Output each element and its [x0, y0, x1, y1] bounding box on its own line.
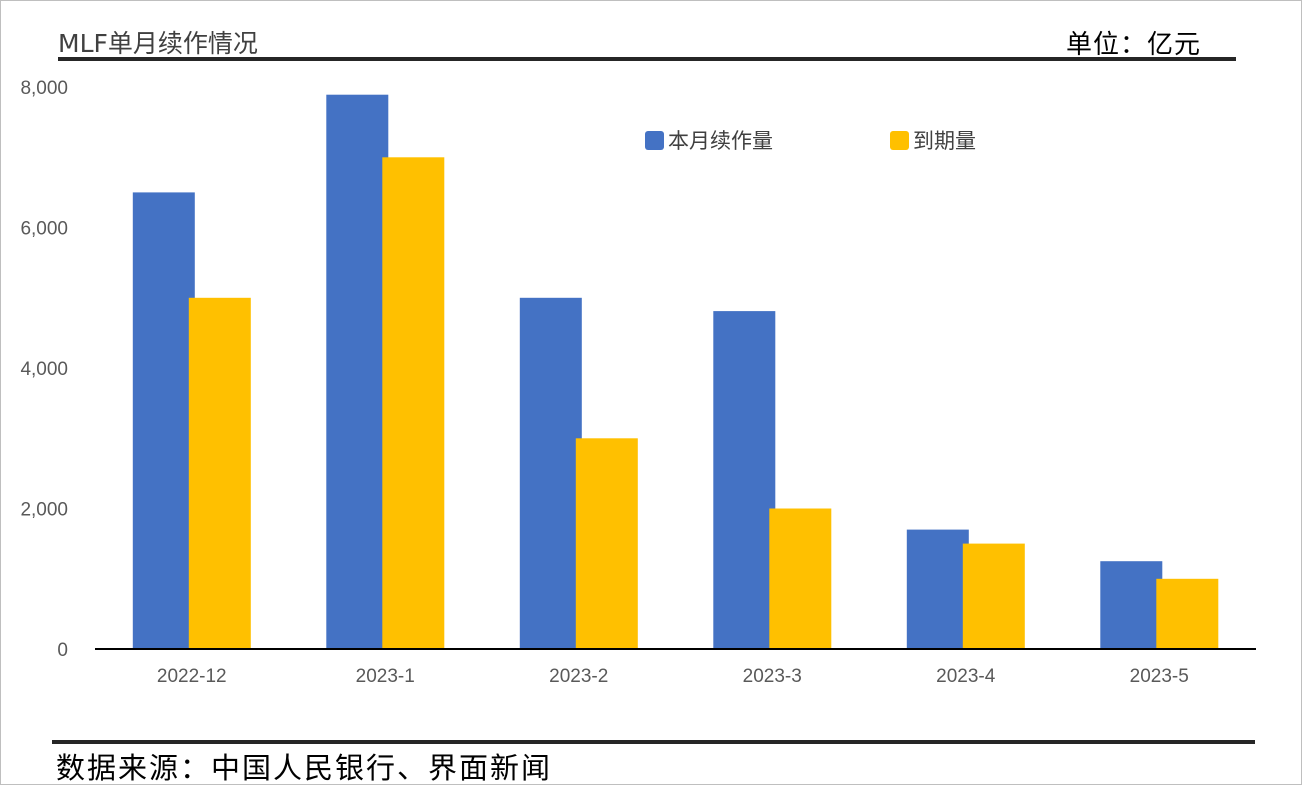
x-tick-label: 2023-5	[1130, 666, 1189, 687]
bar-renewal	[519, 297, 582, 650]
bar-renewal	[132, 192, 195, 649]
x-tick-label: 2022-12	[157, 666, 227, 687]
bar-renewal	[906, 529, 969, 649]
legend-label: 到期量	[913, 129, 976, 153]
bar-maturity	[1156, 578, 1219, 650]
x-tick-label: 2023-4	[936, 666, 996, 687]
bar-maturity	[769, 508, 832, 649]
y-tick-label: 0	[57, 640, 68, 661]
bar-renewal	[713, 311, 776, 649]
bar-maturity	[575, 438, 638, 650]
unit-label: 单位：亿元	[1066, 30, 1202, 60]
y-tick-label: 6,000	[20, 219, 68, 240]
y-tick-label: 8,000	[20, 78, 68, 99]
bar-maturity	[962, 543, 1025, 649]
y-tick-label: 2,000	[20, 500, 68, 521]
x-tick-label: 2023-1	[356, 666, 415, 687]
bar-renewal	[1100, 561, 1163, 649]
y-tick-label: 4,000	[20, 359, 68, 380]
data-source: 数据来源：中国人民银行、界面新闻	[56, 751, 553, 785]
legend-swatch	[645, 131, 664, 150]
bar-maturity	[382, 157, 445, 650]
top-rule	[58, 57, 1236, 61]
bar-maturity	[188, 297, 251, 650]
chart-title: MLF单月续作情况	[58, 29, 258, 58]
legend-swatch	[890, 131, 909, 150]
bottom-rule	[52, 740, 1255, 744]
x-tick-label: 2023-2	[549, 666, 608, 687]
bar-renewal	[326, 94, 389, 649]
legend-label: 本月续作量	[668, 129, 773, 153]
x-tick-label: 2023-3	[743, 666, 802, 687]
